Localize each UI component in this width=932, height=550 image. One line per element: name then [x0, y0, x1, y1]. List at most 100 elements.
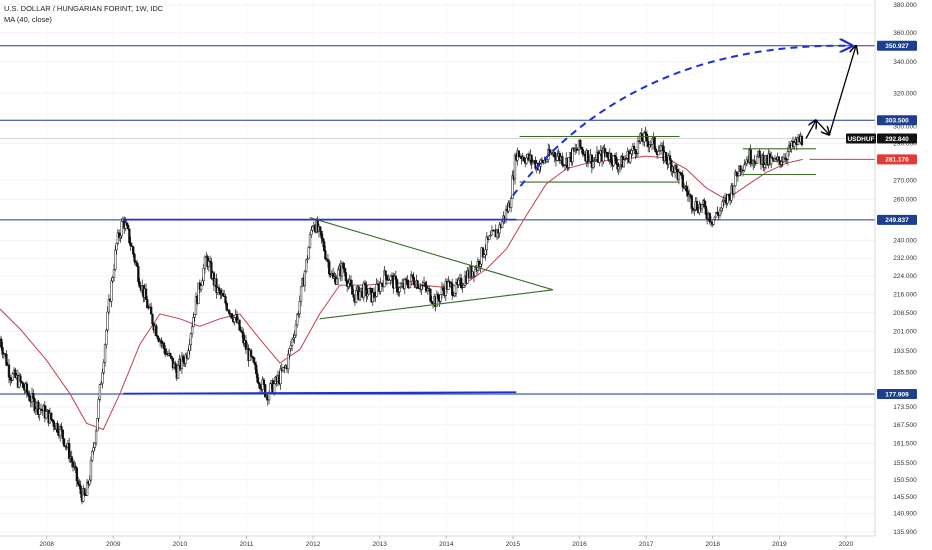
candle-body: [210, 261, 213, 279]
candle-body: [88, 479, 91, 485]
candle-body: [311, 226, 314, 231]
candle-body: [324, 250, 327, 260]
candle-body: [251, 356, 254, 358]
candle-body: [244, 340, 248, 350]
candle-body: [685, 186, 688, 192]
candle-body: [19, 375, 22, 382]
price-tags: 350.927 303.500 292.840 USDHUF 281.176 249.83…: [846, 40, 917, 399]
candle-body: [553, 152, 556, 158]
candle-body: [76, 480, 80, 485]
candle-body: [451, 283, 454, 296]
candle-body: [44, 411, 48, 419]
candle-body: [709, 221, 713, 223]
candle-body: [201, 280, 204, 286]
candle-body: [221, 292, 225, 297]
projection-arrow-segment: [805, 120, 816, 139]
candle-body: [182, 355, 185, 362]
candle-body: [649, 144, 652, 146]
candle-body: [653, 137, 656, 150]
y-tick-label: 135.900: [893, 529, 917, 536]
candle-body: [366, 293, 369, 297]
candle-body: [253, 362, 257, 366]
candle-body: [385, 275, 389, 281]
candle-body: [664, 152, 668, 161]
candle-body: [590, 154, 593, 168]
candle-body: [138, 281, 141, 288]
candle-body: [398, 287, 401, 293]
y-tick-label: 193.500: [893, 348, 917, 355]
candle-body: [56, 423, 59, 434]
candle-body: [96, 417, 99, 432]
candle-body: [800, 136, 804, 146]
candle-body: [38, 408, 41, 415]
candle-body: [70, 456, 73, 463]
trendline: [309, 217, 554, 291]
candle-body: [395, 279, 399, 293]
candle-body: [343, 267, 346, 273]
candle-body: [230, 313, 234, 319]
symbol-title: U.S. DOLLAR / HUNGARIAN FORINT, 1W, IDC: [4, 4, 164, 13]
candle-body: [202, 268, 205, 282]
candle-body: [189, 333, 193, 346]
candle-body: [171, 357, 175, 369]
candle-body: [634, 149, 637, 155]
candle-body: [548, 149, 551, 155]
price-tag: [877, 133, 917, 144]
candle-body: [176, 365, 180, 379]
x-tick-label: 2017: [639, 541, 654, 548]
candle-body: [454, 282, 458, 294]
y-tick-label: 145.500: [893, 494, 917, 501]
candle-body: [389, 275, 392, 281]
candle-body: [397, 291, 400, 293]
candle-body: [52, 420, 55, 427]
candle-body: [744, 163, 747, 166]
candle-body: [102, 362, 105, 374]
price-tag-label: 177.909: [885, 391, 909, 398]
candle-body: [7, 364, 11, 378]
plot-area[interactable]: [0, 0, 875, 536]
candle-body: [680, 172, 683, 176]
candle-body: [485, 236, 488, 251]
candle-body: [609, 153, 613, 163]
y-tick-label: 185.500: [893, 370, 917, 377]
candle-body: [739, 165, 742, 172]
candle-body: [435, 293, 438, 307]
candle-body: [643, 131, 646, 143]
candle-body: [479, 263, 482, 267]
candle-body: [424, 282, 427, 287]
candle-body: [92, 447, 95, 452]
candle-body: [426, 288, 430, 291]
price-tag-label: 303.500: [885, 118, 909, 125]
candle-body: [156, 335, 159, 339]
candle-body: [344, 272, 348, 281]
candle-body: [372, 292, 376, 298]
candle-body: [489, 234, 492, 237]
candle-body: [718, 210, 722, 216]
x-axis[interactable]: 2008 2009 2010 2011 2012 2013 2014 2015 2016 2017…: [39, 536, 854, 548]
candle-body: [170, 356, 173, 359]
candle-body: [255, 364, 258, 374]
candle-body: [27, 392, 30, 396]
candle-body: [579, 139, 582, 148]
candle-body: [726, 194, 729, 204]
y-tick-label: 161.500: [893, 441, 917, 448]
candle-body: [758, 150, 761, 156]
y-tick-label: 260.000: [893, 197, 917, 204]
candle-body: [249, 349, 253, 357]
candle-body: [650, 138, 654, 145]
candle-body: [60, 426, 63, 431]
y-axis[interactable]: 380.000 360.000 340.000 320.000 300.000 290.0…: [893, 2, 917, 536]
candle-body: [79, 485, 82, 494]
candle-body: [157, 337, 160, 343]
candle-body: [187, 350, 190, 359]
candle-body: [78, 483, 81, 487]
candle-body: [25, 383, 29, 393]
x-tick-label: 2010: [173, 541, 188, 548]
candle-body: [442, 287, 445, 291]
candle-body: [160, 340, 163, 344]
candle-body: [708, 212, 711, 222]
candle-body: [94, 430, 98, 444]
candle-body: [648, 144, 651, 148]
candle-body: [296, 314, 299, 326]
